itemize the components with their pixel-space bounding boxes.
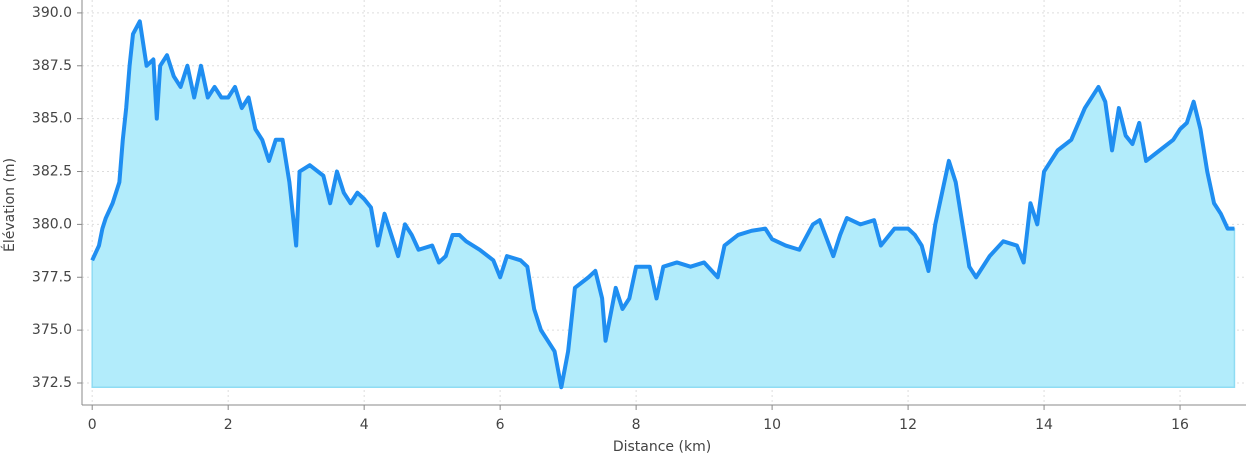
y-tick-label: 372.5 <box>32 375 72 391</box>
y-tick-label: 382.5 <box>32 164 72 180</box>
y-axis-label: Élévation (m) <box>1 158 18 252</box>
y-tick-label: 375.0 <box>32 322 72 338</box>
y-tick-label: 380.0 <box>32 216 72 232</box>
x-tick-label: 16 <box>1171 417 1189 433</box>
y-tick-label: 387.5 <box>32 58 72 74</box>
x-tick-label: 2 <box>224 417 233 433</box>
x-tick-label: 0 <box>88 417 97 433</box>
y-tick-label: 377.5 <box>32 269 72 285</box>
x-tick-label: 4 <box>360 417 369 433</box>
x-tick-label: 6 <box>496 417 505 433</box>
y-tick-label: 390.0 <box>32 5 72 21</box>
x-tick-label: 14 <box>1035 417 1053 433</box>
x-tick-label: 12 <box>899 417 917 433</box>
x-tick-label: 8 <box>632 417 641 433</box>
x-tick-label: 10 <box>763 417 781 433</box>
line <box>90 19 1235 390</box>
y-tick-label: 385.0 <box>32 111 72 127</box>
x-axis-label: Distance (km) <box>613 439 711 455</box>
area <box>91 19 1236 388</box>
